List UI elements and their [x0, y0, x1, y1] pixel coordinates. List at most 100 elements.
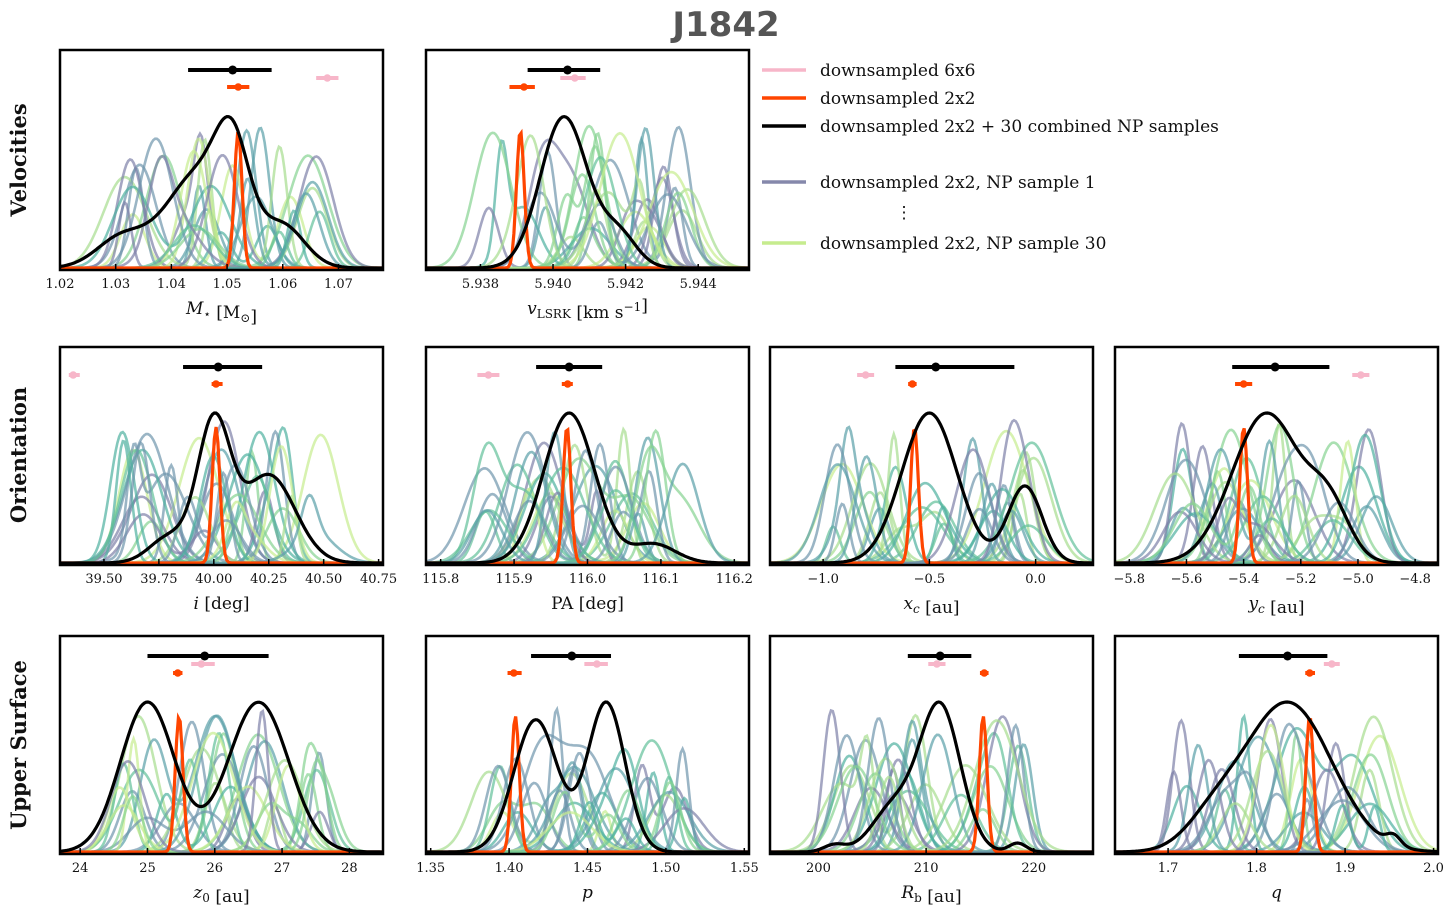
- x-tick-label: 116.0: [569, 572, 606, 587]
- curves-p: [426, 700, 749, 854]
- legend-label-np30: downsampled 2x2, NP sample 30: [820, 234, 1106, 254]
- x-axis-label: PA [deg]: [551, 594, 624, 614]
- legend-label-np1: downsampled 2x2, NP sample 1: [820, 173, 1096, 193]
- pink-summary-errorbar: [191, 660, 215, 668]
- panel-q: 1.7 1.8 1.9 2.0 q: [1113, 634, 1444, 903]
- x-tick-label: 116.1: [642, 572, 679, 587]
- combined-kde-curve: [60, 700, 383, 854]
- combined-kde-curve: [60, 411, 383, 565]
- figure-title: J1842: [670, 5, 779, 45]
- x-tick-label: 1.03: [101, 277, 130, 292]
- axes-frame: [424, 48, 751, 272]
- row-label-upper-surface: Upper Surface: [6, 660, 31, 830]
- black-median-point: [563, 65, 573, 75]
- x-tick-label: 1.45: [573, 861, 602, 876]
- x-tick-label: 24: [72, 861, 89, 876]
- combined-kde-curve: [770, 700, 1093, 854]
- combined-kde-curve: [426, 700, 749, 854]
- panel-pa: 115.8 115.9 116.0 116.1 116.2 PA [deg]: [422, 345, 753, 614]
- x-tick-label: 26: [206, 861, 223, 876]
- black-summary-errorbar: [907, 651, 972, 661]
- axes-frame: [1113, 634, 1440, 856]
- black-median-point: [564, 362, 574, 372]
- axes-frame: [768, 634, 1095, 856]
- pink-summary-errorbar: [584, 660, 608, 668]
- pink-median-point: [197, 660, 206, 668]
- red-summary-errorbar: [561, 380, 573, 388]
- red-summary-errorbar: [507, 669, 522, 677]
- black-summary-errorbar: [895, 362, 1015, 372]
- x-tick-label: 40.75: [360, 572, 397, 587]
- panel-p: 1.35 1.40 1.45 1.50 1.55 p: [416, 634, 759, 903]
- x-tick-label: 1.50: [651, 861, 680, 876]
- pink-summary-errorbar: [1323, 660, 1340, 668]
- panels: 1.02 1.03 1.04 1.05 1.06 1.07 M⋆ [M⊙] 5.938 5.94…: [46, 48, 1444, 907]
- axes-frame: [58, 48, 385, 272]
- black-summary-errorbar: [147, 651, 269, 661]
- curves-vlsrk: [426, 114, 749, 270]
- x-tick-label: 5.942: [607, 277, 644, 292]
- x-tick-label: 1.05: [213, 277, 242, 292]
- curves-mstar: [60, 114, 383, 270]
- axes-frame: [58, 345, 385, 567]
- black-summary-errorbar: [1232, 362, 1330, 372]
- x-tick-label: 1.55: [730, 861, 759, 876]
- red-2x2-curve: [60, 712, 383, 854]
- combined-kde-curve: [426, 411, 749, 565]
- panel-vlsrk: 5.938 5.940 5.942 5.944 vLSRK [km s−1]: [424, 48, 751, 323]
- legend: downsampled 6x6 downsampled 2x2 downsamp…: [762, 61, 1219, 254]
- red-median-point: [1305, 669, 1314, 677]
- panel-mstar: 1.02 1.03 1.04 1.05 1.06 1.07 M⋆ [M⊙]: [46, 48, 385, 327]
- x-tick-label: 5.938: [462, 277, 499, 292]
- pink-summary-errorbar: [316, 74, 339, 82]
- panel-yc: −5.8 −5.6 −5.4 −5.2 −5.0 −4.8 yc [au]: [1113, 345, 1440, 618]
- axes-frame: [1113, 345, 1440, 567]
- np-sample-curve: [770, 418, 1093, 565]
- red-summary-errorbar: [173, 669, 183, 677]
- curves-xc: [770, 411, 1093, 565]
- curves-z0: [60, 700, 383, 854]
- x-tick-label: 1.7: [1158, 861, 1179, 876]
- pink-median-point: [1328, 660, 1336, 668]
- red-summary-errorbar: [1235, 380, 1253, 388]
- curves-q: [1115, 700, 1438, 854]
- x-axis-label: M⋆ [M⊙]: [185, 299, 257, 327]
- black-median-point: [228, 65, 238, 75]
- x-tick-label: 39.50: [85, 572, 122, 587]
- x-axis-label: q: [1271, 883, 1282, 903]
- black-summary-errorbar: [531, 651, 612, 661]
- black-median-point: [1283, 651, 1293, 661]
- pink-summary-errorbar: [1352, 371, 1370, 379]
- x-tick-label: −5.0: [1342, 572, 1374, 587]
- panel-z0: 24 25 26 27 28 z0 [au]: [58, 634, 385, 907]
- x-tick-label: −5.6: [1171, 572, 1203, 587]
- pink-median-point: [593, 660, 601, 668]
- panel-rb: 200 210 220 Rb [au]: [768, 634, 1095, 907]
- pink-median-point: [484, 371, 493, 379]
- red-median-point: [510, 669, 518, 677]
- red-median-point: [980, 669, 989, 677]
- black-summary-errorbar: [536, 362, 603, 372]
- red-median-point: [212, 380, 220, 388]
- black-median-point: [931, 362, 941, 372]
- legend-label-combined: downsampled 2x2 + 30 combined NP samples: [820, 117, 1219, 137]
- x-axis-label: p: [582, 883, 593, 903]
- black-summary-errorbar: [527, 65, 601, 75]
- x-tick-label: 5.944: [680, 277, 717, 292]
- black-median-point: [200, 651, 210, 661]
- x-tick-label: 220: [1021, 861, 1046, 876]
- x-axis-label: yc [au]: [1247, 594, 1304, 618]
- x-tick-label: 40.50: [305, 572, 342, 587]
- x-tick-label: 27: [274, 861, 291, 876]
- pink-summary-errorbar: [560, 74, 586, 82]
- red-median-point: [234, 83, 243, 91]
- x-tick-label: 116.2: [716, 572, 753, 587]
- x-tick-label: 210: [914, 861, 939, 876]
- red-summary-errorbar: [227, 83, 250, 91]
- combined-kde-curve: [1115, 411, 1438, 565]
- x-tick-label: 1.04: [157, 277, 186, 292]
- legend-ellipsis: ⋮: [896, 203, 913, 223]
- x-tick-label: 2.0: [1423, 861, 1444, 876]
- x-tick-label: 1.06: [268, 277, 297, 292]
